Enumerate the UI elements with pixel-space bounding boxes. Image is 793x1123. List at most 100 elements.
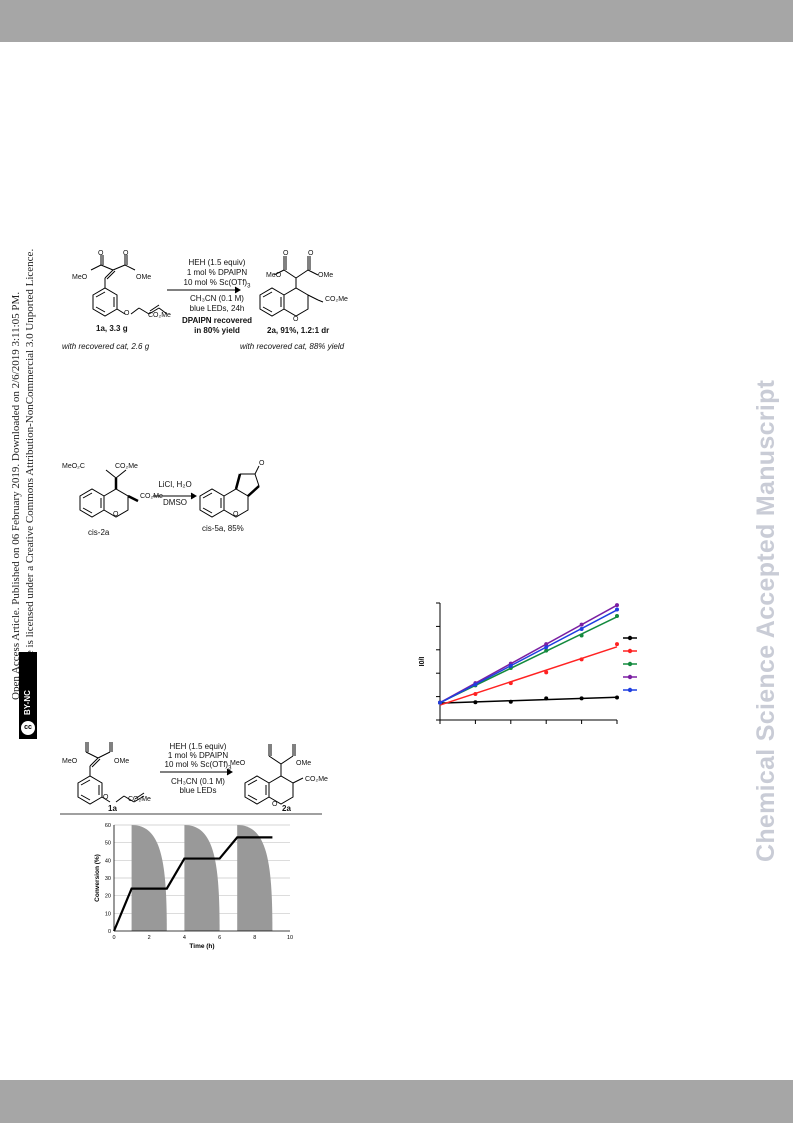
sm1-co2me: CO₂Me: [148, 312, 171, 319]
scheme2-sm-label: cis-2a: [88, 528, 110, 537]
pr3-o-ring: O: [272, 801, 278, 808]
x-axis-label: Time (h): [189, 943, 214, 950]
scheme3-cond-5: blue LEDs: [179, 786, 217, 795]
pr3-ome: OMe: [296, 760, 312, 767]
scheme1-recovered-1: DPAIPN recovered: [181, 316, 253, 325]
series-point: [544, 670, 549, 675]
series-point: [615, 614, 619, 618]
series-point: [544, 642, 549, 647]
sm1-o-ether: O: [124, 310, 130, 317]
light-on-region: [131, 825, 167, 931]
cc-badge-label: BY-NC: [23, 690, 32, 715]
pr1-o-ketone-1: O: [283, 250, 289, 257]
x-tick-label: 0: [112, 935, 115, 941]
scheme1-recovered-2: in 80% yield: [194, 326, 240, 335]
sm3-co2me: CO₂Me: [128, 796, 151, 803]
sm1-ome: OMe: [136, 274, 152, 281]
sm1-o-ketone-2: O: [123, 250, 129, 257]
scheme3-cond-2: 1 mol % DPAIPN: [167, 751, 229, 760]
sm2-co2me-1: CO₂Me: [115, 463, 138, 470]
scheme1-pr-label: 2a, 91%, 1.2:1 dr: [267, 326, 330, 335]
scheme1-cond-1: HEH (1.5 equiv): [188, 258, 246, 267]
light-on-region: [237, 825, 273, 931]
y-tick-label: 20: [105, 894, 111, 900]
scheme2-reagent: LiCl, H₂O: [158, 480, 192, 489]
pr2-o-ring: O: [233, 511, 239, 518]
accepted-manuscript-watermark: Chemical Science Accepted Manuscript: [752, 379, 780, 862]
pr2-o-ketone: O: [259, 460, 265, 467]
pr1-ome: OMe: [318, 272, 334, 279]
scheme1-cond-4: CH₃CN (0.1 M): [190, 294, 244, 303]
sm3-ome: OMe: [114, 758, 130, 765]
series-point: [615, 642, 619, 647]
stern-volmer-chart: I0/I: [419, 602, 637, 724]
scheme2-structures: [79, 465, 260, 518]
sm1-o-ketone-1: O: [98, 250, 104, 257]
scheme1-cond-5: blue LEDs, 24h: [189, 304, 245, 313]
sm2-o-ring: O: [113, 511, 119, 518]
series-point: [579, 657, 584, 662]
x-tick-label: 4: [183, 935, 186, 941]
series-fit-line: [439, 696, 618, 704]
series-point: [438, 700, 442, 705]
series-fit-line: [439, 609, 618, 704]
series-point: [508, 681, 513, 686]
scheme3-sm-label: 1a: [108, 804, 117, 813]
footer-bar: [0, 1080, 793, 1123]
series-fit-line: [439, 604, 618, 704]
sm3-o-ether: O: [103, 794, 109, 801]
pr1-co2me: CO₂Me: [325, 296, 348, 303]
series-point: [615, 603, 619, 608]
license-line-1: Open Access Article. Published on 06 Feb…: [10, 291, 22, 700]
y-tick-label: 0: [108, 929, 111, 935]
scheme1-sm-label: 1a, 3.3 g: [96, 324, 128, 333]
pr1-meo: MeO: [266, 272, 282, 279]
scheme1-pr-note: with recovered cat, 88% yield: [240, 342, 345, 351]
scheme1-sm-note: with recovered cat, 2.6 g: [62, 342, 150, 351]
y-tick-label: 40: [105, 858, 111, 864]
legend-marker: [627, 648, 633, 654]
series-point: [508, 699, 513, 704]
scheme2-pr-label: cis-5a, 85%: [202, 524, 244, 533]
scheme1-cond-3: 10 mol % Sc(OTf)3: [183, 278, 251, 290]
sm2-meo2c: MeO₂C: [62, 463, 85, 470]
series-point: [473, 682, 478, 687]
conversion-vs-time-chart: 0 10 20 30 40 50 60 0 2 4 6 8 10 Time (h) Conversion (…: [94, 823, 293, 950]
y-tick-label: 30: [105, 876, 111, 882]
y-tick-label: 60: [105, 823, 111, 829]
series-point: [579, 696, 584, 701]
legend-marker: [627, 661, 633, 667]
y-tick-label: 50: [105, 841, 111, 847]
series-point: [473, 700, 478, 705]
scheme1-structures: [90, 255, 324, 317]
series-point: [544, 645, 549, 650]
legend-marker: [627, 674, 633, 680]
scheme3-structures: [60, 742, 322, 815]
x-tick-label: 2: [148, 935, 151, 941]
series-point: [544, 648, 549, 653]
cc-icon: cc: [21, 721, 35, 735]
pr1-o-ring: O: [293, 316, 299, 323]
series-point: [579, 627, 584, 631]
scheme3-cond-3: 10 mol % Sc(OTf)3: [164, 760, 232, 772]
conversion-series-line: [112, 836, 273, 932]
series-point: [473, 692, 478, 696]
scheme2-solvent: DMSO: [163, 498, 187, 507]
series-point: [579, 622, 584, 627]
pr3-meo: MeO: [230, 760, 246, 767]
legend-marker: [627, 687, 633, 693]
scheme3-pr-label: 2a: [282, 804, 291, 813]
scheme3-cond-4: CH₃CN (0.1 M): [171, 777, 225, 786]
x-tick-label: 6: [218, 935, 221, 941]
y-tick-label: 10: [105, 911, 111, 917]
light-on-region: [184, 825, 220, 931]
x-tick-label: 8: [253, 935, 256, 941]
cc-license-badge[interactable]: cc BY-NC: [19, 652, 37, 739]
series-point: [615, 695, 619, 700]
x-tick-label: 10: [287, 935, 293, 941]
series-point: [508, 663, 513, 668]
pr3-co2me: CO₂Me: [305, 776, 328, 783]
license-line-2[interactable]: This article is licensed under a Creativ…: [24, 248, 36, 700]
sm2-co2me-2: CO₂Me: [140, 493, 163, 500]
y-axis-label: Conversion (%): [94, 854, 101, 902]
